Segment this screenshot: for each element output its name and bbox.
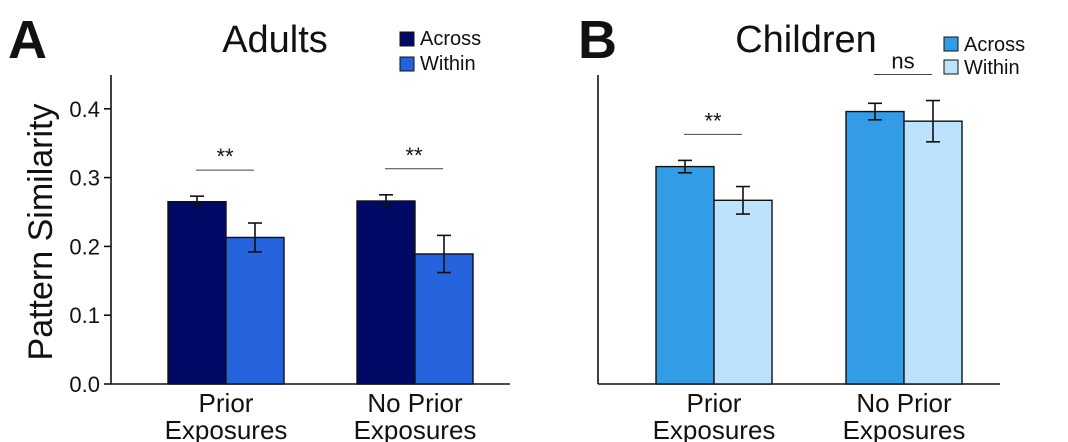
panel-a-legend: Across Within bbox=[399, 28, 481, 75]
bar-within bbox=[225, 236, 285, 385]
legend-swatch-across bbox=[399, 31, 415, 47]
bar-within bbox=[903, 120, 963, 385]
panel-b-title: Children bbox=[735, 19, 877, 61]
panel-b-letter: B bbox=[578, 10, 617, 70]
legend-label-across: Across bbox=[964, 34, 1025, 56]
legend-label-within: Within bbox=[420, 53, 476, 75]
x-category-label: Exposures bbox=[354, 415, 477, 442]
bar-across bbox=[655, 165, 715, 385]
legend-label-across: Across bbox=[420, 28, 481, 50]
panel-b-legend: Across Within bbox=[943, 34, 1025, 79]
bar-across bbox=[167, 200, 227, 385]
bar-within bbox=[713, 199, 773, 385]
x-category-label: Prior bbox=[199, 388, 254, 418]
significance-label: ns bbox=[891, 49, 914, 74]
y-tick-label: 0.4 bbox=[69, 97, 100, 122]
y-tick-label: 0.0 bbox=[69, 372, 100, 397]
y-tick-label: 0.1 bbox=[69, 303, 100, 328]
significance-label: ** bbox=[216, 144, 234, 169]
y-axis-label: Pattern Similarity bbox=[22, 104, 60, 361]
x-category-label: Exposures bbox=[653, 415, 776, 442]
panel-a-letter: A bbox=[8, 10, 47, 70]
panel-a-y-ticks: 0.0 0.1 0.2 0.3 0.4 bbox=[69, 97, 111, 397]
y-tick-label: 0.3 bbox=[69, 166, 100, 191]
legend-swatch-across bbox=[943, 36, 959, 52]
x-category-label: Prior bbox=[687, 388, 742, 418]
legend-swatch-within bbox=[399, 56, 415, 72]
legend-label-within: Within bbox=[964, 57, 1020, 79]
x-category-label: No Prior bbox=[856, 388, 952, 418]
significance-label: ** bbox=[405, 143, 423, 168]
y-tick-label: 0.2 bbox=[69, 234, 100, 259]
bar-across bbox=[845, 110, 905, 385]
x-category-label: No Prior bbox=[367, 388, 463, 418]
bar-across bbox=[356, 200, 416, 385]
panel-a-title: Adults bbox=[222, 19, 328, 61]
x-category-label: Exposures bbox=[843, 415, 966, 442]
significance-label: ** bbox=[704, 108, 722, 133]
legend-swatch-within bbox=[943, 59, 959, 75]
x-category-label: Exposures bbox=[165, 415, 288, 442]
bar-within bbox=[414, 253, 474, 385]
panel-a: A Adults Pattern Similarity 0.0 0.1 0.2 0.3… bbox=[8, 10, 510, 442]
